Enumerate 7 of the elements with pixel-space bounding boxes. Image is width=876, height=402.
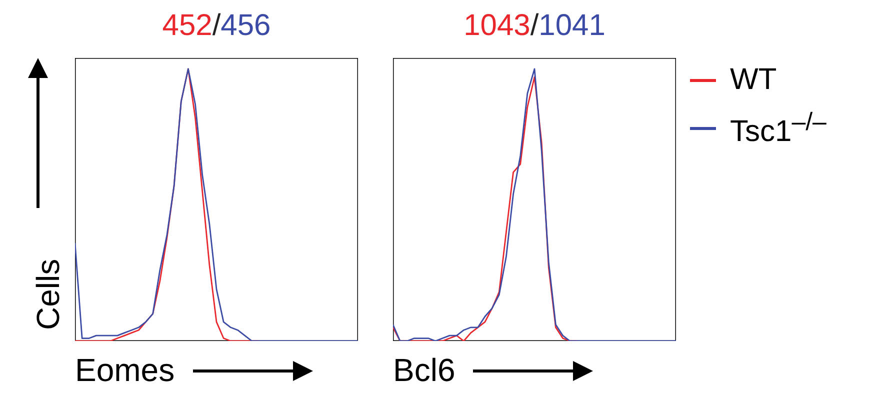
chart-title: 452/456 bbox=[162, 9, 271, 42]
x-axis-title: Eomes bbox=[75, 352, 175, 389]
legend-label: WT bbox=[730, 63, 777, 97]
y-axis-title: Cells bbox=[30, 258, 67, 330]
x-axis-title: Bcl6 bbox=[393, 352, 456, 389]
chart-title: 1043/1041 bbox=[464, 9, 606, 42]
legend-label: Tsc1$^{–/–}$ bbox=[730, 108, 826, 148]
